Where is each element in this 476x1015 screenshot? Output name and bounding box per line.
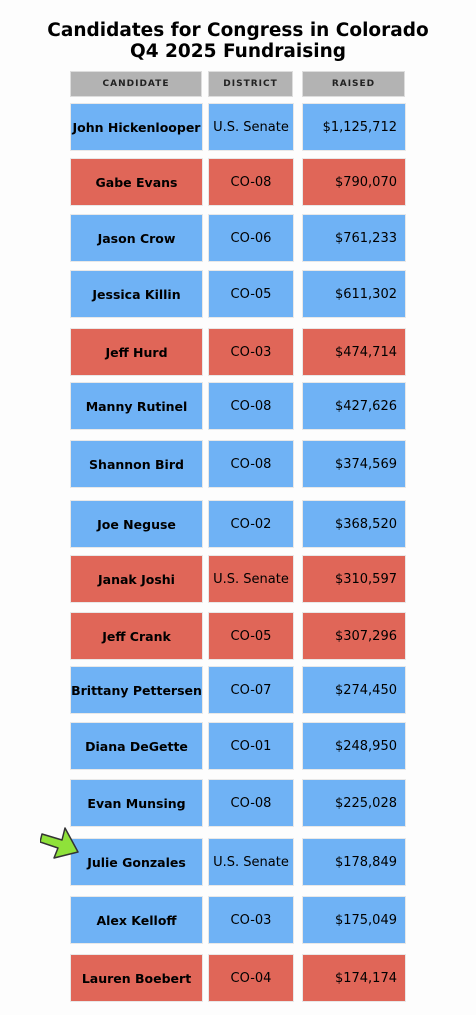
candidate-cell: Jeff Hurd [70, 328, 203, 376]
raised-cell: $174,174 [302, 954, 406, 1002]
raised-cell: $761,233 [302, 214, 406, 262]
pointer-arrow-icon [40, 827, 79, 859]
district-cell: CO-08 [208, 779, 294, 827]
candidate-cell: John Hickenlooper [70, 103, 203, 151]
candidate-cell: Gabe Evans [70, 158, 203, 206]
candidate-cell: Shannon Bird [70, 440, 203, 488]
candidate-cell: Alex Kelloff [70, 896, 203, 944]
raised-cell: $307,296 [302, 612, 406, 660]
district-cell: U.S. Senate [208, 838, 294, 886]
district-cell: CO-02 [208, 500, 294, 548]
candidate-cell: Jessica Killin [70, 270, 203, 318]
candidate-cell: Diana DeGette [70, 722, 203, 770]
raised-cell: $225,028 [302, 779, 406, 827]
raised-cell: $310,597 [302, 555, 406, 603]
chart-title-line1: Candidates for Congress in Colorado [47, 20, 429, 41]
district-cell: CO-03 [208, 896, 294, 944]
district-cell: CO-05 [208, 270, 294, 318]
district-cell: CO-03 [208, 328, 294, 376]
header-district: DISTRICT [208, 71, 293, 97]
header-candidate: CANDIDATE [70, 71, 202, 97]
district-cell: CO-01 [208, 722, 294, 770]
candidate-cell: Joe Neguse [70, 500, 203, 548]
district-cell: CO-05 [208, 612, 294, 660]
district-cell: U.S. Senate [208, 555, 294, 603]
raised-cell: $374,569 [302, 440, 406, 488]
raised-cell: $368,520 [302, 500, 406, 548]
candidate-cell: Brittany Pettersen [70, 666, 203, 714]
district-cell: CO-07 [208, 666, 294, 714]
district-cell: CO-08 [208, 382, 294, 430]
raised-cell: $248,950 [302, 722, 406, 770]
raised-cell: $427,626 [302, 382, 406, 430]
raised-cell: $790,070 [302, 158, 406, 206]
district-cell: CO-08 [208, 440, 294, 488]
candidate-cell: Jason Crow [70, 214, 203, 262]
candidate-cell: Jeff Crank [70, 612, 203, 660]
raised-cell: $175,049 [302, 896, 406, 944]
district-cell: CO-04 [208, 954, 294, 1002]
candidate-cell: Evan Munsing [70, 779, 203, 827]
raised-cell: $611,302 [302, 270, 406, 318]
district-cell: U.S. Senate [208, 103, 294, 151]
candidate-cell: Janak Joshi [70, 555, 203, 603]
raised-cell: $274,450 [302, 666, 406, 714]
candidate-cell: Julie Gonzales [70, 838, 203, 886]
raised-cell: $178,849 [302, 838, 406, 886]
chart-title-line2: Q4 2025 Fundraising [130, 41, 346, 62]
raised-cell: $1,125,712 [302, 103, 406, 151]
district-cell: CO-06 [208, 214, 294, 262]
candidate-cell: Manny Rutinel [70, 382, 203, 430]
header-raised: RAISED [302, 71, 405, 97]
raised-cell: $474,714 [302, 328, 406, 376]
candidate-cell: Lauren Boebert [70, 954, 203, 1002]
district-cell: CO-08 [208, 158, 294, 206]
